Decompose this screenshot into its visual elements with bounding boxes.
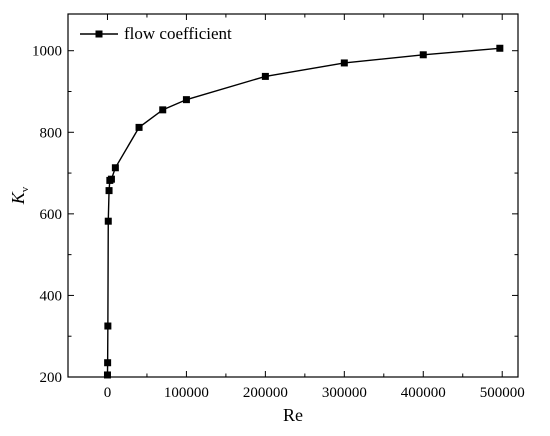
plot-border — [67, 13, 519, 378]
data-point — [103, 371, 111, 379]
legend-marker — [95, 30, 103, 38]
x-axis-title: Re — [283, 405, 303, 425]
y-tick-label: 400 — [40, 288, 63, 304]
data-point — [135, 123, 143, 131]
y-axis-title-subscript: v — [19, 186, 31, 192]
y-axis-title: Kv — [8, 186, 31, 205]
data-point — [107, 175, 115, 183]
data-point — [104, 322, 112, 330]
x-tick-label: 300000 — [322, 385, 367, 401]
y-tick-label: 800 — [40, 125, 63, 141]
x-tick-label: 100000 — [164, 385, 209, 401]
x-tick-label: 400000 — [401, 385, 446, 401]
legend-label: flow coefficient — [124, 24, 232, 43]
legend: flow coefficient — [80, 24, 232, 43]
y-tick-label: 1000 — [32, 44, 62, 60]
y-tick-label: 200 — [40, 370, 63, 386]
data-point — [159, 106, 167, 114]
x-axis: 0 100000 200000 300000 400000 500000 — [67, 14, 525, 401]
y-axis: 200 400 600 800 1000 — [32, 44, 518, 386]
x-tick-label: 500000 — [480, 385, 525, 401]
y-axis-title-main: K — [8, 191, 28, 205]
data-point — [105, 187, 113, 195]
x-tick-label: 200000 — [243, 385, 288, 401]
series-layer — [103, 44, 504, 379]
x-tick-label: 0 — [104, 385, 112, 401]
data-point — [419, 51, 427, 59]
data-point — [340, 59, 348, 67]
data-point — [496, 44, 504, 52]
data-point — [104, 359, 112, 367]
series-line — [106, 47, 500, 375]
plot-frame — [67, 13, 519, 378]
data-point — [182, 96, 190, 104]
data-point — [261, 72, 269, 80]
data-point — [104, 217, 112, 225]
data-point — [111, 164, 119, 172]
y-tick-label: 600 — [40, 207, 63, 223]
